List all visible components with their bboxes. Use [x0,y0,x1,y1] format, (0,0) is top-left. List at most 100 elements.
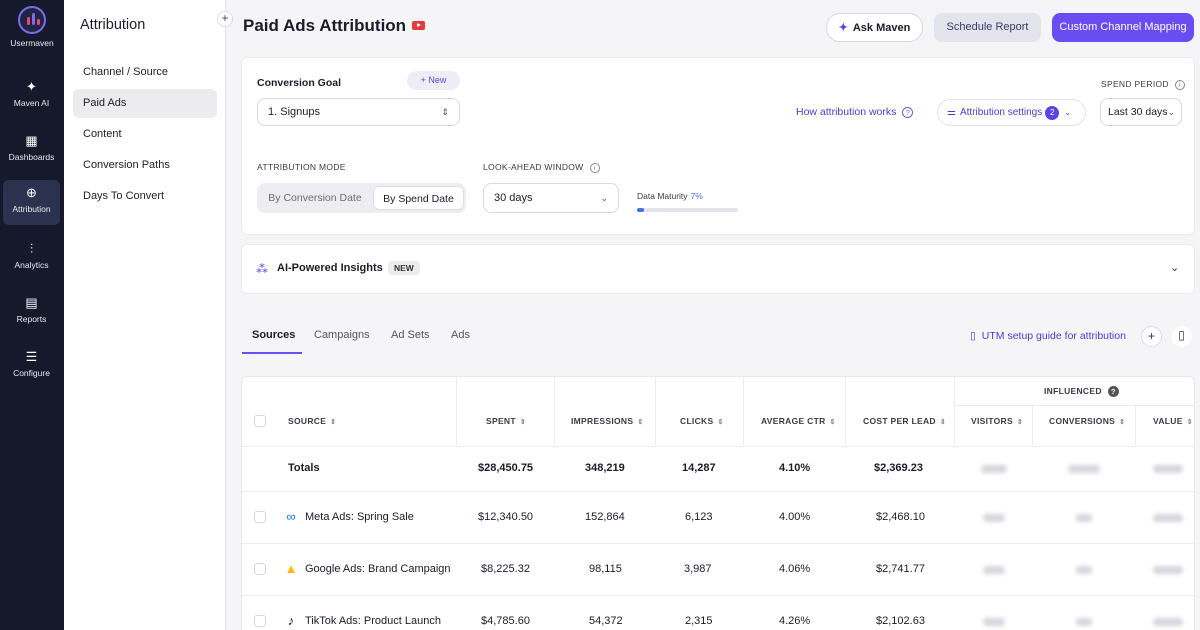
add-icon[interactable]: + [217,11,233,27]
rail-item-reports[interactable]: ▤ Reports [3,290,60,335]
rail-label: Attribution [12,204,51,214]
conversion-goal-select[interactable]: 1. Signups ⇕ [257,98,460,126]
row-ctr: 4.06% [779,563,811,575]
header-average-ctr[interactable]: AVERAGE CTR ⇕ [761,416,836,426]
row-spent: $12,340.50 [478,511,534,523]
subnav-item-paid-ads[interactable]: Paid Ads [73,89,217,118]
header-text: AVERAGE CTR [761,416,826,426]
influenced-label: INFLUENCED [1044,386,1102,396]
maturity-progress-fill [637,208,645,212]
rail-item-analytics[interactable]: ⫶ Analytics [3,236,60,281]
ai-insights-title: AI-Powered Insights [277,262,383,274]
header-text: SPENT [486,416,516,426]
header-spent[interactable]: SPENT ⇕ [486,416,526,426]
blurred-value [983,618,1005,626]
rail-label: Reports [16,314,47,324]
totals-cpl: $2,369.23 [874,462,923,474]
row-impressions: 98,115 [589,563,622,575]
attribution-settings-button[interactable]: ⚌ Attribution settings 2 ⌄ [937,99,1086,126]
select-all-checkbox[interactable] [254,415,266,427]
tab-campaigns[interactable]: Campaigns [314,329,370,341]
row-checkbox[interactable] [254,615,266,627]
sort-icon: ⇕ [637,419,644,426]
header-text: COST PER LEAD [863,416,936,426]
header-source[interactable]: SOURCE ⇕ [288,416,336,426]
blurred-value [1068,465,1100,473]
rail-item-configure[interactable]: ☰ Configure [3,344,60,389]
mode-by-conversion-date[interactable]: By Conversion Date [268,192,362,204]
header-impressions[interactable]: IMPRESSIONS ⇕ [571,416,644,426]
chevron-down-icon: ⌄ [1167,107,1175,117]
attribution-mode-label: ATTRIBUTION MODE [257,162,346,172]
add-button[interactable]: + [1141,326,1162,347]
blurred-value [1153,465,1183,473]
how-attribution-works-link[interactable]: How attribution works? [796,106,914,118]
header-value[interactable]: VALUE ⇕ [1153,416,1193,426]
chevron-down-icon: ⌄ [1064,108,1071,117]
usermaven-logo[interactable]: Usermaven [0,6,64,48]
sort-icon: ⇕ [939,419,947,426]
lookahead-text: LOOK-AHEAD WINDOW [483,162,584,172]
tab-sources[interactable]: Sources [252,329,296,341]
spend-period-select[interactable]: Last 30 days ⌄ [1100,98,1182,126]
ai-insights-card[interactable] [241,244,1195,294]
subnav-item-channel-source[interactable]: Channel / Source [83,66,168,78]
lookahead-window-label: LOOK-AHEAD WINDOW i [483,162,600,173]
schedule-report-button[interactable]: Schedule Report [934,13,1041,42]
logo-label: Usermaven [10,38,54,48]
ask-maven-button[interactable]: ✦ Ask Maven [826,13,923,42]
lookahead-window-select[interactable]: 30 days ⌄ [483,183,619,213]
data-maturity: Data Maturity 7% [637,191,703,201]
header-text: CLICKS [680,416,714,426]
row-source[interactable]: TikTok Ads: Product Launch [305,615,441,627]
tab-ads[interactable]: Ads [451,329,470,341]
totals-impressions: 348,219 [585,462,625,474]
subnav-item-conversion-paths[interactable]: Conversion Paths [83,159,170,171]
sort-icon: ⇕ [829,419,836,426]
tab-ad-sets[interactable]: Ad Sets [391,329,430,341]
row-checkbox[interactable] [254,563,266,575]
book-icon: ▯ [970,330,976,342]
header-text: VISITORS [971,416,1013,426]
row-source[interactable]: Google Ads: Brand Campaign [305,563,451,575]
header-clicks[interactable]: CLICKS ⇕ [680,416,724,426]
header-conversions[interactable]: CONVERSIONS ⇕ [1049,416,1125,426]
youtube-icon[interactable] [412,21,426,30]
row-cpl: $2,102.63 [876,615,925,627]
header-visitors[interactable]: VISITORS ⇕ [971,416,1023,426]
page-title-text: Paid Ads Attribution [243,16,407,35]
chevron-down-icon[interactable]: ⌄ [1170,262,1180,274]
new-goal-button[interactable]: + New [407,71,460,90]
active-tab-indicator [242,352,302,354]
row-checkbox[interactable] [254,511,266,523]
rail-label: Analytics [14,260,49,270]
sort-icon: ⇕ [1119,419,1126,426]
maturity-label: Data Maturity [637,191,688,201]
header-text: VALUE [1153,416,1183,426]
totals-ctr: 4.10% [779,462,811,474]
google-ads-icon: ▲ [284,561,298,576]
header-cost-per-lead[interactable]: COST PER LEAD ⇕ [863,416,946,426]
export-button[interactable]: ▯ [1171,326,1192,347]
header-text: SOURCE [288,416,327,426]
subnav-item-content[interactable]: Content [83,128,122,140]
blurred-value [1153,566,1183,574]
subnav-item-days-to-convert[interactable]: Days To Convert [83,190,165,202]
chevron-updown-icon: ⇕ [441,107,449,117]
ask-maven-label: Ask Maven [852,22,911,34]
help-icon: ? [902,107,914,118]
row-spent: $8,225.32 [481,563,530,575]
utm-link-text: UTM setup guide for attribution [981,330,1126,342]
utm-guide-link[interactable]: ▯ UTM setup guide for attribution [970,330,1126,342]
influenced-group-header: INFLUENCED? [1044,386,1119,397]
totals-clicks: 14,287 [682,462,716,474]
custom-channel-mapping-button[interactable]: Custom Channel Mapping [1052,13,1194,42]
rail-item-dashboards[interactable]: ▦ Dashboards [3,128,60,173]
mode-by-spend-date[interactable]: By Spend Date [373,186,464,210]
file-icon: ▯ [1178,328,1185,342]
conversion-goal-label: Conversion Goal [257,77,342,89]
rail-item-maven-ai[interactable]: ✦ Maven AI [3,74,60,119]
row-source[interactable]: Meta Ads: Spring Sale [305,511,414,523]
row-impressions: 54,372 [589,615,623,627]
rail-item-attribution[interactable]: ⊕ Attribution [3,180,60,225]
